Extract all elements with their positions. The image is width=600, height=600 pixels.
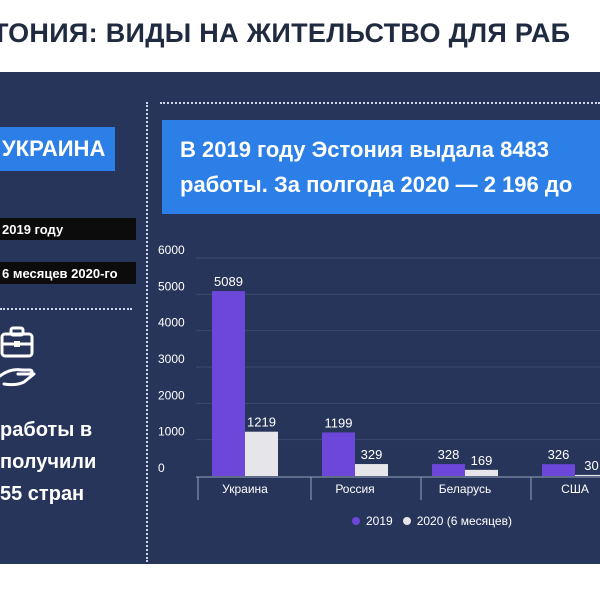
y-tick-label: 5000 xyxy=(158,279,185,293)
y-tick-label: 3000 xyxy=(158,352,185,366)
left-summary: УКРАИНА 2019 году 6 месяцев 2020-го рабо… xyxy=(0,72,146,564)
bar-2019-1 xyxy=(322,432,355,476)
column-divider xyxy=(146,102,148,562)
bar-2019-0 xyxy=(212,291,245,476)
legend-swatch-2019 xyxy=(352,517,360,525)
headline-line-2: работы. За полгода 2020 — 2 196 до xyxy=(180,172,573,197)
bar-2020-6--2 xyxy=(465,469,498,476)
country-badge: УКРАИНА xyxy=(0,127,115,171)
data-label: 1219 xyxy=(247,415,276,430)
bar-2020-6--1 xyxy=(355,464,388,476)
legend-item-2019: 2019 xyxy=(352,514,393,528)
bar-2020-6--3 xyxy=(575,474,600,476)
bar-chart: 0 1000 2000 3000 4000 5000 6000 5089 1219 Украин… xyxy=(158,243,600,500)
data-label: 1199 xyxy=(325,415,353,430)
data-label: 328 xyxy=(438,447,460,462)
headline-banner: В 2019 году Эстония выдала 8483 работы. … xyxy=(162,120,600,214)
left-text-line: работы в xyxy=(0,419,93,441)
chart-legend: 2019 2020 (6 месяцев) xyxy=(352,514,522,528)
legend-item-2020: 2020 (6 месяцев) xyxy=(402,514,512,528)
bar-2019-2 xyxy=(432,464,465,476)
legend-label-2019: 2019 xyxy=(366,514,393,528)
bar-2019-3 xyxy=(542,464,575,476)
legend-label-2020: 2020 (6 месяцев) xyxy=(416,514,512,528)
infographic-panel: УКРАИНА 2019 году 6 месяцев 2020-го рабо… xyxy=(0,72,600,564)
data-label: 326 xyxy=(548,447,570,462)
y-tick-label: 2000 xyxy=(158,388,185,402)
y-tick-label: 0 xyxy=(158,461,165,475)
data-label: 5089 xyxy=(214,274,243,289)
data-label: 329 xyxy=(361,447,383,462)
left-text-line: получили xyxy=(0,451,97,473)
top-divider xyxy=(160,102,600,104)
page-title: ТОНИЯ: ВИДЫ НА ЖИТЕЛЬСТВО ДЛЯ РАБ xyxy=(0,18,571,48)
x-tick-label: Беларусь xyxy=(439,482,491,496)
bar-2020-6--0 xyxy=(245,431,278,476)
legend-swatch-2020 xyxy=(402,517,411,525)
data-label: 169 xyxy=(471,453,493,468)
x-tick-label: Украина xyxy=(222,482,268,496)
headline-line-1: В 2019 году Эстония выдала 8483 xyxy=(180,137,550,162)
left-text-line: 55 стран xyxy=(0,483,85,505)
x-tick-label: США xyxy=(561,482,589,496)
x-tick-label: Россия xyxy=(335,482,374,496)
briefcase-hand-icon xyxy=(0,324,42,394)
left-description: работы в получили 55 стран xyxy=(0,414,146,510)
left-divider xyxy=(0,308,132,310)
y-tick-label: 4000 xyxy=(158,316,185,330)
year-2019-label: 2019 году xyxy=(0,218,136,240)
y-tick-label: 1000 xyxy=(158,425,185,439)
data-label: 30 xyxy=(584,458,598,473)
y-tick-label: 6000 xyxy=(158,243,185,257)
half-year-2020-label: 6 месяцев 2020-го xyxy=(0,262,136,284)
